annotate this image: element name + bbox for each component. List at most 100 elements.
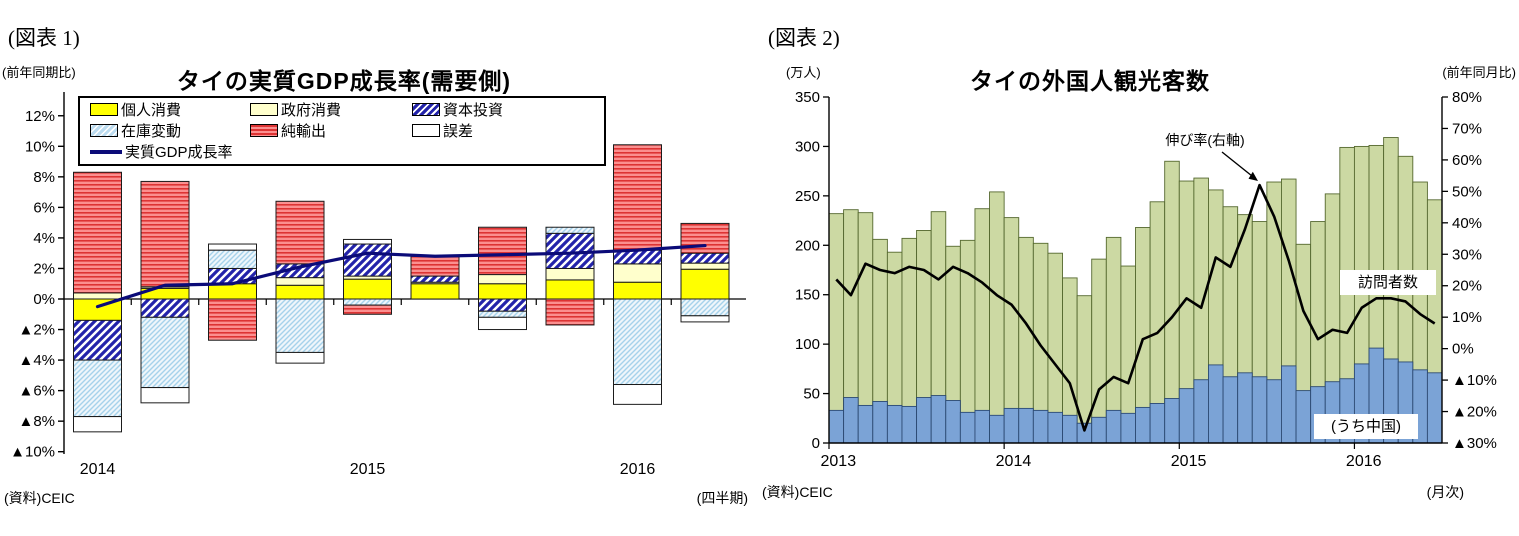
fig2-china-bar <box>1149 403 1166 444</box>
fig2-china-bar <box>974 409 990 444</box>
fig2-annotation-arrow <box>1221 151 1253 177</box>
figure2-xaxis-note: (月次) <box>1426 484 1464 500</box>
fig2-china-bar <box>1426 372 1443 444</box>
fig1-bar-2016Q1 <box>613 144 662 405</box>
fig1-segment-consumption <box>208 283 257 300</box>
fig1-segment-netexp <box>613 144 662 251</box>
fig2-china-bar <box>945 400 961 444</box>
fig2-right-tick-label: 70% <box>1452 120 1482 137</box>
fig1-segment-govt <box>613 263 662 283</box>
fig1-segment-consumption <box>680 268 730 300</box>
fig1-y-tick-label: 4% <box>33 230 55 247</box>
fig1-segment-capital <box>410 275 460 283</box>
fig2-visitors-bar <box>989 191 1005 444</box>
figure2-china-label: (うち中国) <box>1314 414 1418 439</box>
fig1-y-tick-label: ▲10% <box>10 444 55 461</box>
fig2-visitors-bar <box>1076 295 1093 444</box>
fig2-china-bar <box>916 397 932 444</box>
fig2-china-bar <box>1295 390 1312 444</box>
fig2-growth-line <box>835 183 1436 432</box>
fig1-segment-consumption <box>545 279 595 300</box>
figure1-xaxis-note: (四半期) <box>696 490 748 506</box>
fig2-china-bar <box>1281 365 1297 444</box>
figure2-title: タイの外国人観光客数 <box>970 68 1210 94</box>
fig1-y-tick-label: 10% <box>25 138 55 155</box>
fig1-year-label: 2015 <box>350 461 386 478</box>
fig2-visitors-bar <box>974 208 990 444</box>
fig2-left-tick-label: 250 <box>795 188 820 205</box>
fig1-y-tick-label: ▲2% <box>18 322 55 339</box>
fig2-year-label: 2016 <box>1346 453 1382 470</box>
govt-swatch <box>250 103 278 116</box>
fig1-segment-error <box>208 243 257 251</box>
figure2-growth-rate-annotation: 伸び率(右軸) <box>1165 132 1245 148</box>
legend-label: 政府消費 <box>281 102 342 119</box>
legend-item-govt: 政府消費 <box>250 103 341 118</box>
fig1-segment-netexp <box>680 222 730 254</box>
fig2-right-tick-label: ▲10% <box>1452 372 1497 389</box>
fig1-segment-consumption <box>275 284 325 300</box>
figure1-yaxis-note: (前年同期比) <box>2 65 76 80</box>
capital-swatch <box>412 103 440 116</box>
inventory-swatch <box>90 124 118 137</box>
fig2-left-tick-label: 0 <box>812 435 820 452</box>
legend-item-error: 誤差 <box>412 124 473 139</box>
legend-item-capital: 資本投資 <box>412 103 503 118</box>
fig1-segment-inventory <box>613 298 662 386</box>
fig1-year-label: 2016 <box>620 461 656 478</box>
figure2-visitors-label: 訪問者数 <box>1340 270 1436 295</box>
fig2-right-tick-label: 20% <box>1452 278 1482 295</box>
legend-item-netexp: 純輸出 <box>250 124 326 139</box>
fig2-right-tick-label: ▲30% <box>1452 435 1497 452</box>
fig1-bar-2014Q2 <box>140 180 190 404</box>
fig1-bar-2015Q4 <box>545 226 595 326</box>
legend-item-line: 実質GDP成長率 <box>90 145 233 160</box>
legend-item-consumption: 個人消費 <box>90 103 181 118</box>
fig1-y-tick-label: ▲8% <box>18 413 55 430</box>
fig2-china-bar <box>1062 414 1078 444</box>
fig2-china-bar <box>959 411 976 444</box>
fig1-segment-netexp <box>73 171 122 294</box>
fig2-china-bar <box>1047 411 1063 444</box>
fig1-segment-error <box>73 416 122 433</box>
fig2-visitors-bar <box>828 213 845 444</box>
figure2-tag: (図表 2) <box>768 26 840 50</box>
legend-label: 在庫変動 <box>121 123 182 140</box>
fig1-segment-capital <box>680 252 730 264</box>
fig2-right-tick-label: ▲20% <box>1452 404 1497 421</box>
fig1-segment-inventory <box>208 249 257 269</box>
fig2-left-tick-label: 50 <box>803 386 820 403</box>
fig1-segment-netexp <box>208 298 257 341</box>
fig2-left-tick-label: 200 <box>795 237 820 254</box>
fig2-china-bar <box>828 409 845 444</box>
legend-label: 誤差 <box>443 123 474 140</box>
fig2-visitors-bar <box>1091 258 1107 444</box>
figure1-tag: (図表 1) <box>8 26 80 50</box>
legend-label: 実質GDP成長率 <box>125 144 233 161</box>
fig2-year-label: 2014 <box>996 453 1032 470</box>
fig2-right-tick-label: 40% <box>1452 215 1482 232</box>
fig1-segment-error <box>680 315 730 323</box>
figure2-source: (資料)CEIC <box>762 484 833 500</box>
fig2-right-tick-label: 0% <box>1452 341 1474 358</box>
fig2-china-bar <box>1105 409 1122 444</box>
consumption-swatch <box>90 103 118 116</box>
fig2-right-tick-label: 30% <box>1452 246 1482 263</box>
fig2-china-bar <box>989 414 1005 444</box>
fig2-right-tick-label: 80% <box>1452 89 1482 106</box>
fig1-segment-netexp <box>545 298 595 326</box>
fig2-china-bar <box>1018 407 1034 444</box>
fig2-china-bar <box>1164 398 1180 444</box>
fig1-segment-consumption <box>613 281 662 300</box>
fig1-segment-error <box>613 384 662 405</box>
legend-label: 純輸出 <box>281 123 327 140</box>
fig2-right-tick-label: 10% <box>1452 309 1482 326</box>
fig1-segment-netexp <box>140 180 190 288</box>
fig2-china-bar <box>930 395 947 444</box>
fig2-china-bar <box>1120 412 1136 444</box>
fig2-right-tick-label: 60% <box>1452 152 1482 169</box>
fig1-bar-2016Q2 <box>680 222 730 323</box>
figure1-legend: 個人消費 政府消費 資本投資在庫変動 純輸出 誤差実質GDP成長率 <box>78 96 606 166</box>
